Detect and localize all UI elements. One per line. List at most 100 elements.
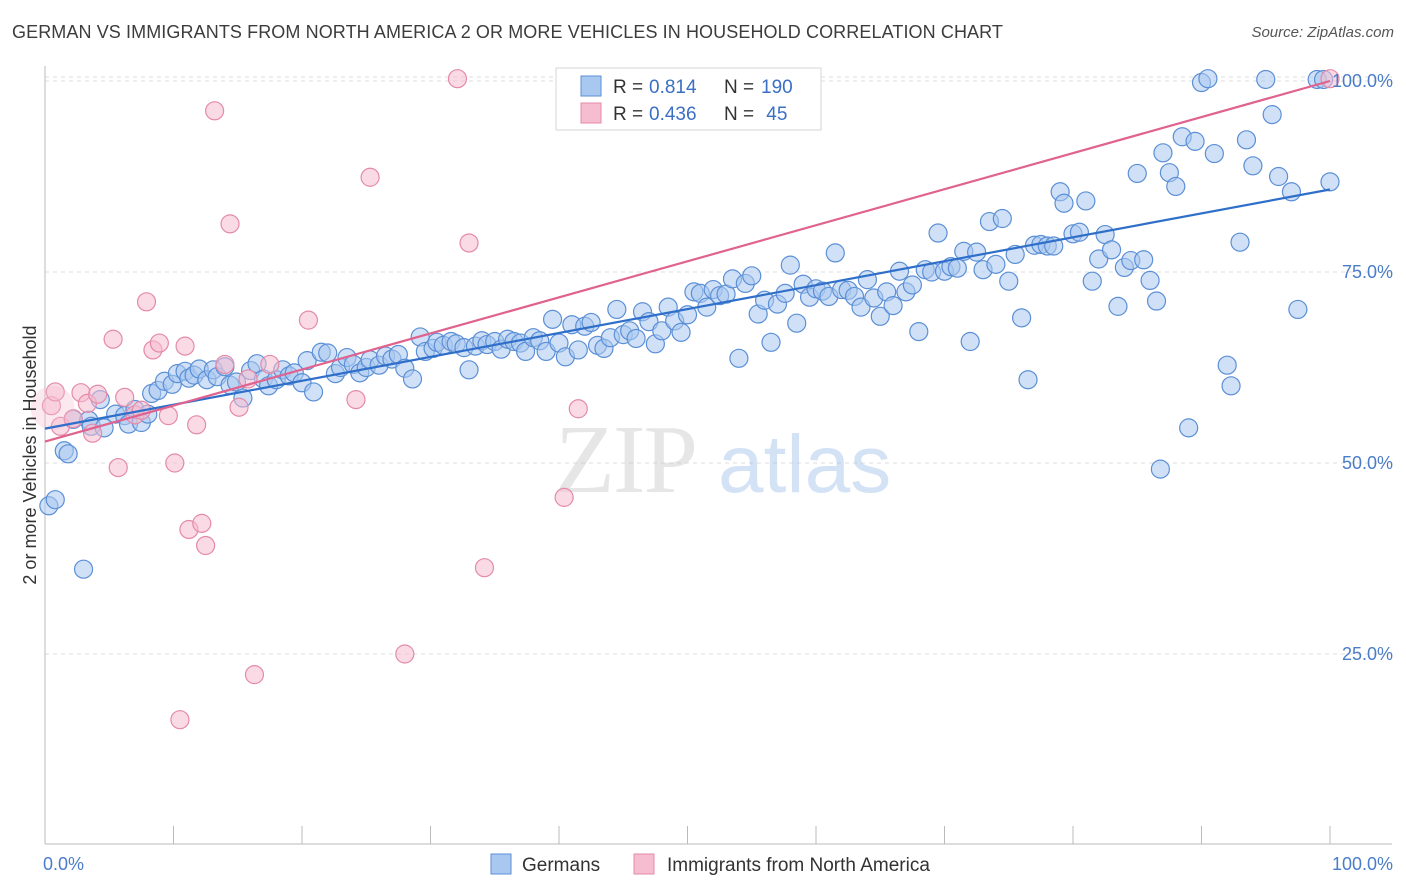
- chart-source: Source: ZipAtlas.com: [1251, 24, 1394, 41]
- point-immigrants: [260, 354, 280, 375]
- point-germans: [1127, 163, 1147, 184]
- point-immigrants: [474, 558, 495, 578]
- point-germans: [1108, 296, 1128, 316]
- point-germans: [775, 283, 795, 303]
- point-germans: [1221, 376, 1241, 396]
- point-germans: [960, 331, 980, 352]
- point-immigrants-cluster: [30, 385, 75, 430]
- point-germans: [825, 243, 845, 263]
- point-germans: [742, 266, 762, 286]
- point-germans: [1076, 191, 1096, 211]
- point-germans: [1153, 143, 1173, 163]
- point-germans: [1268, 166, 1289, 187]
- point-germans: [73, 559, 94, 579]
- point-germans: [928, 223, 948, 243]
- point-immigrants: [346, 389, 366, 410]
- point-germans: [947, 258, 967, 278]
- point-germans: [780, 255, 800, 275]
- point-immigrants: [447, 69, 468, 89]
- y-tick-label: 25.0%: [1342, 644, 1393, 664]
- point-germans: [1204, 143, 1224, 164]
- point-germans: [542, 309, 563, 329]
- point-germans: [1150, 459, 1170, 479]
- y-tick-label: 75.0%: [1342, 262, 1393, 282]
- stats-n-value-2: 45: [761, 104, 787, 125]
- point-germans: [459, 360, 479, 380]
- watermark: ZIP atlas: [555, 406, 891, 514]
- point-germans: [787, 313, 807, 333]
- point-immigrants: [175, 336, 195, 356]
- trend-line-immigrants: [44, 79, 1331, 443]
- point-germans: [1243, 156, 1263, 176]
- legend-label-immigrants: Immigrants from North America: [667, 855, 930, 876]
- axes: [44, 66, 1392, 845]
- point-immigrants: [554, 487, 574, 507]
- point-germans: [1140, 270, 1160, 291]
- stats-r-label-1: R =: [613, 77, 643, 98]
- point-germans: [607, 299, 627, 320]
- point-germans: [1256, 69, 1276, 90]
- point-germans: [58, 444, 78, 464]
- y-tick-label: 50.0%: [1342, 453, 1393, 473]
- point-germans: [999, 271, 1019, 291]
- stats-swatch-blue: [580, 75, 602, 97]
- chart-title: GERMAN VS IMMIGRANTS FROM NORTH AMERICA …: [12, 22, 1004, 42]
- point-immigrants: [170, 710, 190, 730]
- point-immigrants: [205, 101, 225, 121]
- x-tick-label-min: 0.0%: [43, 854, 84, 874]
- stats-swatch-pink: [580, 102, 602, 124]
- stats-n-label-1: N =: [724, 77, 754, 98]
- point-immigrants: [108, 457, 128, 478]
- point-immigrants: [568, 399, 588, 419]
- point-germans: [402, 369, 423, 389]
- stats-r-value-1: 0.814: [649, 77, 697, 98]
- point-germans: [1101, 240, 1122, 260]
- point-germans: [1320, 172, 1340, 192]
- trend-line-germans: [44, 188, 1331, 430]
- point-germans: [1262, 105, 1282, 125]
- point-germans: [909, 321, 929, 342]
- point-germans: [1146, 291, 1167, 311]
- stats-r-label-2: R =: [613, 104, 643, 125]
- point-immigrants: [192, 513, 212, 533]
- legend-swatch-germans: [490, 853, 512, 875]
- trend-lines: [44, 79, 1331, 443]
- stats-n-value-1: 190: [761, 77, 793, 98]
- point-germans: [883, 296, 903, 316]
- point-immigrants: [215, 354, 235, 375]
- point-germans: [1011, 308, 1032, 328]
- point-germans: [1230, 232, 1250, 252]
- point-immigrants: [395, 644, 415, 664]
- point-germans: [297, 351, 317, 371]
- point-germans: [626, 328, 646, 349]
- point-germans: [1054, 193, 1074, 213]
- point-germans: [1179, 418, 1199, 438]
- point-immigrants: [165, 453, 185, 473]
- point-immigrants: [103, 329, 123, 349]
- bottom-legend: Germans Immigrants from North America: [490, 853, 930, 876]
- tick-labels: 100.0% 75.0% 50.0% 25.0% 0.0% 100.0%: [43, 71, 1393, 874]
- point-germans: [1069, 222, 1090, 242]
- legend-label-germans: Germans: [522, 855, 600, 876]
- point-immigrants: [360, 167, 380, 187]
- point-germans: [1288, 299, 1308, 320]
- point-germans: [986, 254, 1006, 274]
- stats-r-value-2: 0.436: [649, 104, 697, 125]
- point-immigrants: [187, 415, 207, 435]
- point-germans: [902, 275, 922, 295]
- point-immigrants: [229, 397, 249, 417]
- x-tick-label-max: 100.0%: [1332, 854, 1393, 874]
- point-germans: [1198, 69, 1218, 89]
- point-germans: [729, 348, 749, 368]
- point-germans: [1217, 355, 1237, 375]
- point-germans: [303, 382, 324, 402]
- point-germans: [1082, 271, 1102, 291]
- point-immigrants: [88, 384, 108, 404]
- point-germans: [992, 208, 1012, 229]
- point-germans: [1018, 370, 1038, 390]
- point-germans: [1134, 250, 1154, 270]
- point-immigrants: [244, 665, 265, 685]
- y-tick-label: 100.0%: [1332, 71, 1393, 91]
- watermark-zip: ZIP: [555, 406, 696, 514]
